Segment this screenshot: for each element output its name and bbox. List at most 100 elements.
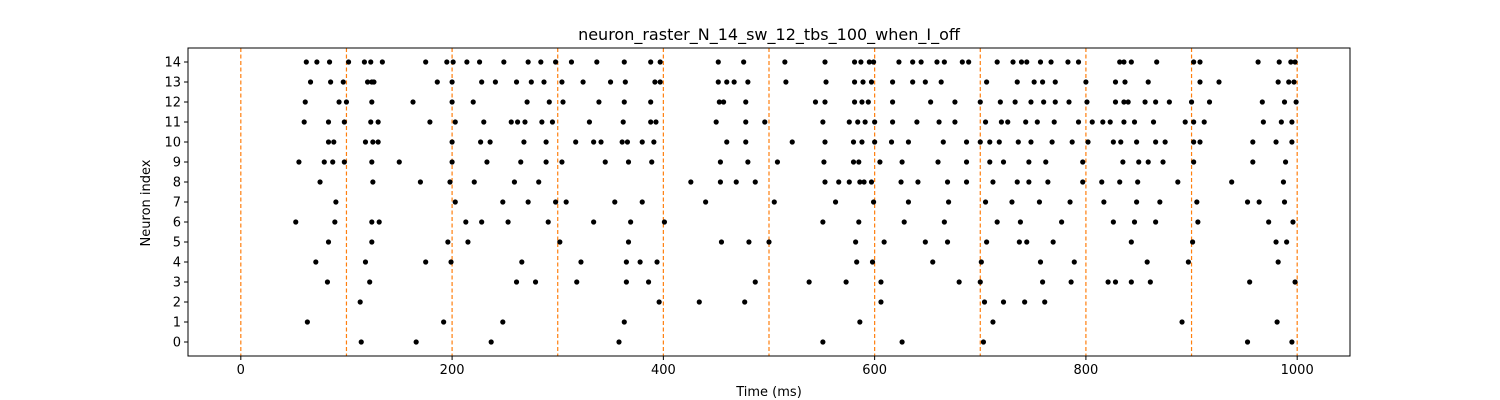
spike-point — [463, 219, 469, 225]
spike-point — [1015, 139, 1021, 145]
spike-point — [821, 159, 827, 165]
spike-point — [944, 239, 951, 245]
spike-point — [851, 59, 858, 65]
spike-point — [369, 239, 375, 245]
y-tick-label: 12 — [164, 96, 181, 111]
spike-point — [851, 99, 858, 105]
spike-point — [899, 339, 905, 345]
spike-point — [865, 99, 871, 105]
spike-point — [573, 139, 579, 145]
spike-point — [980, 339, 987, 345]
spike-point — [869, 259, 876, 265]
spike-point — [553, 199, 559, 205]
spike-point — [1110, 219, 1116, 225]
spike-point — [621, 319, 627, 325]
x-axis-ticks: 0 200 400 600 800 1000 — [237, 356, 1314, 378]
spike-point — [941, 59, 947, 65]
spike-point — [331, 139, 337, 145]
spike-point — [846, 119, 852, 125]
spike-point — [1089, 119, 1095, 125]
spike-point — [361, 59, 368, 65]
spike-point — [639, 139, 645, 145]
spike-point — [1128, 279, 1134, 285]
spike-point — [539, 119, 545, 125]
spike-point — [1131, 119, 1138, 125]
spike-point — [1289, 119, 1295, 125]
spike-point — [858, 59, 864, 65]
spike-point — [938, 79, 944, 85]
spike-point — [1136, 159, 1142, 165]
spike-point — [963, 179, 970, 185]
spike-point — [479, 79, 485, 85]
spike-point — [990, 319, 996, 325]
spike-point — [621, 99, 627, 105]
spike-point — [1134, 199, 1140, 205]
spike-point — [910, 59, 916, 65]
spike-point — [1042, 299, 1048, 305]
spike-point — [905, 199, 912, 205]
spike-point — [1022, 299, 1028, 305]
spike-point — [1014, 179, 1020, 185]
spike-point — [628, 219, 634, 225]
spike-point — [1080, 179, 1086, 185]
spike-point — [1000, 159, 1007, 165]
spike-point — [620, 119, 626, 125]
spike-point — [743, 139, 749, 145]
spike-point — [742, 299, 748, 305]
spike-point — [1051, 119, 1057, 125]
spike-point — [1290, 219, 1296, 225]
spike-point — [766, 239, 772, 245]
spike-point — [1162, 139, 1168, 145]
spike-point — [1144, 259, 1150, 265]
y-tick-label: 10 — [164, 136, 181, 151]
spike-point — [622, 79, 628, 85]
spike-point — [591, 139, 597, 145]
spike-point — [981, 299, 988, 305]
spike-point — [549, 119, 556, 125]
spike-point — [872, 119, 878, 125]
spike-point — [856, 219, 862, 225]
spike-point — [1100, 119, 1106, 125]
spike-point — [1112, 99, 1119, 105]
spike-point — [1128, 59, 1134, 65]
spike-point — [1050, 239, 1056, 245]
spike-point — [1028, 139, 1034, 145]
spike-point — [1012, 99, 1018, 105]
spike-point — [1122, 79, 1128, 85]
spike-point — [607, 79, 614, 85]
spike-point — [987, 159, 993, 165]
spike-point — [479, 219, 485, 225]
spike-point — [376, 219, 382, 225]
spike-point — [910, 79, 916, 85]
spike-point — [1286, 79, 1292, 85]
spike-point — [1066, 99, 1072, 105]
spike-point — [745, 159, 751, 165]
spike-point — [341, 119, 347, 125]
spike-point — [822, 99, 828, 105]
spike-point — [568, 59, 575, 65]
spike-point — [820, 119, 826, 125]
spike-point — [645, 279, 652, 285]
spike-point — [307, 79, 314, 85]
spike-point — [1160, 159, 1166, 165]
spike-point — [963, 159, 970, 165]
spike-point — [1244, 199, 1251, 205]
spike-point — [820, 219, 826, 225]
spike-point — [850, 159, 857, 165]
spike-point — [1273, 239, 1279, 245]
spike-point — [762, 119, 768, 125]
spike-point — [624, 139, 631, 145]
spike-point — [623, 279, 629, 285]
spike-point — [1037, 259, 1044, 265]
spike-point — [487, 139, 493, 145]
spike-point — [715, 59, 721, 65]
spike-point — [1005, 119, 1011, 125]
spike-point — [1154, 59, 1160, 65]
spike-point — [977, 279, 983, 285]
spike-point — [370, 179, 376, 185]
spike-point — [302, 99, 308, 105]
spike-point — [616, 339, 622, 345]
spike-point — [1273, 139, 1279, 145]
spike-point — [1120, 159, 1126, 165]
